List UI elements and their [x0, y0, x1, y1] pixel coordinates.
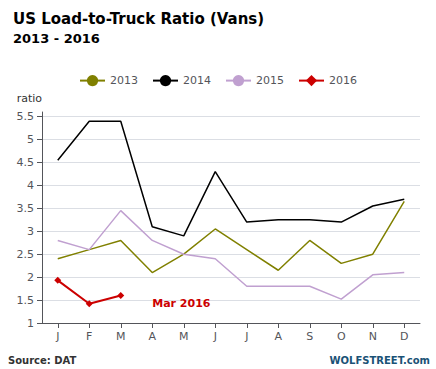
- svg-text:A: A: [148, 330, 156, 343]
- svg-text:F: F: [86, 330, 92, 343]
- svg-text:2013 - 2016: 2013 - 2016: [13, 31, 100, 46]
- svg-text:M: M: [116, 330, 126, 343]
- svg-text:3.5: 3.5: [17, 202, 35, 215]
- svg-text:Mar 2016: Mar 2016: [152, 297, 211, 310]
- svg-text:J: J: [213, 330, 217, 343]
- svg-text:1.5: 1.5: [17, 294, 35, 307]
- svg-text:3: 3: [27, 225, 34, 238]
- svg-text:5.5: 5.5: [17, 110, 35, 123]
- svg-text:4: 4: [27, 179, 34, 192]
- svg-text:2014: 2014: [183, 74, 211, 87]
- svg-text:WOLFSTREET.com: WOLFSTREET.com: [330, 355, 430, 366]
- svg-text:J: J: [55, 330, 59, 343]
- svg-text:S: S: [306, 330, 313, 343]
- svg-text:M: M: [179, 330, 189, 343]
- svg-text:ratio: ratio: [17, 92, 43, 105]
- svg-text:4.5: 4.5: [17, 156, 35, 169]
- svg-text:Source: DAT: Source: DAT: [8, 355, 77, 366]
- svg-text:D: D: [400, 330, 408, 343]
- svg-text:1: 1: [27, 317, 34, 330]
- svg-text:J: J: [244, 330, 248, 343]
- svg-text:2015: 2015: [256, 74, 284, 87]
- svg-text:2: 2: [27, 271, 34, 284]
- svg-text:2016: 2016: [329, 74, 357, 87]
- svg-text:US Load-to-Truck Ratio (Vans): US Load-to-Truck Ratio (Vans): [13, 10, 264, 28]
- svg-text:A: A: [274, 330, 282, 343]
- svg-text:2.5: 2.5: [17, 248, 35, 261]
- svg-text:O: O: [337, 330, 346, 343]
- svg-text:2013: 2013: [110, 74, 138, 87]
- svg-text:5: 5: [27, 133, 34, 146]
- svg-text:N: N: [369, 330, 377, 343]
